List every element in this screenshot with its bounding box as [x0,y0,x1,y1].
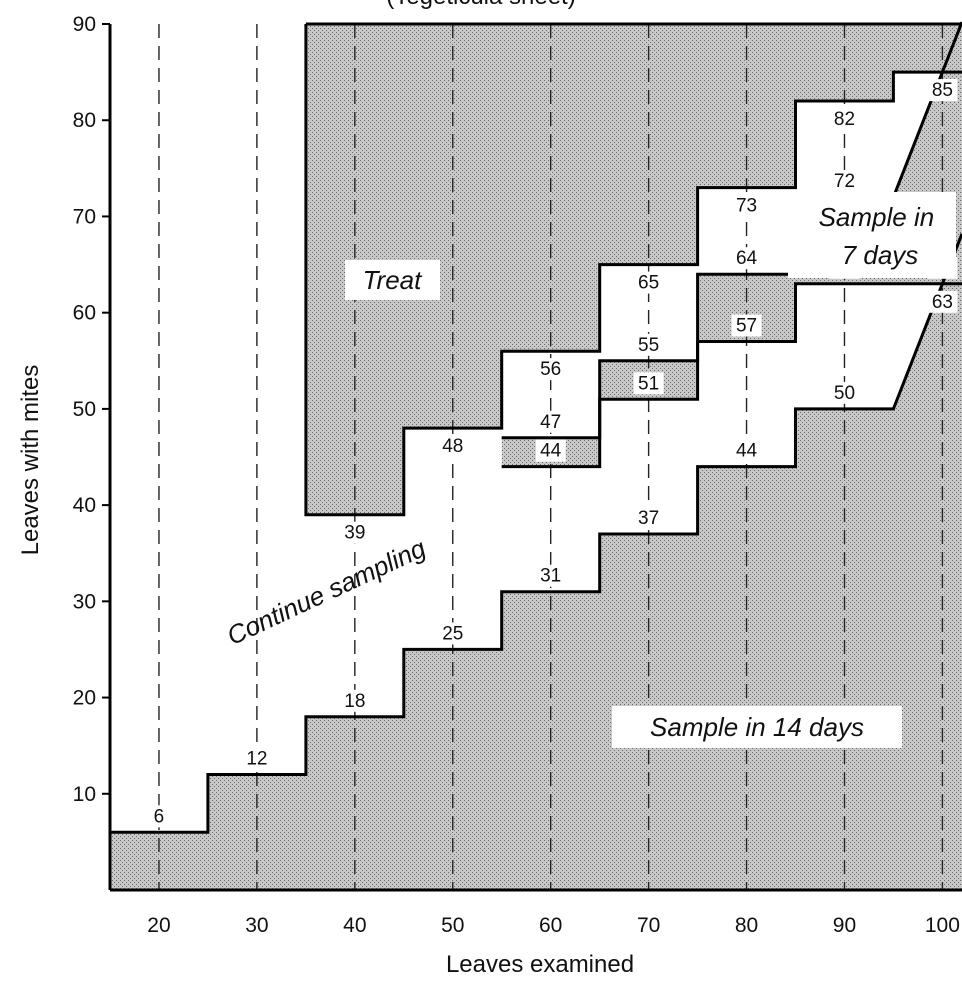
value-label: 63 [932,292,953,313]
value-label: 25 [442,623,463,644]
x-tick-label: 70 [637,914,660,937]
y-tick-label: 10 [73,783,96,806]
x-tick-label: 80 [735,914,758,937]
value-label: 44 [736,441,758,462]
chart-title: (Tegeticula sheet) [386,0,575,10]
value-label-bg [535,439,566,462]
value-label: 12 [246,749,267,770]
value-label: 57 [736,316,757,337]
x-tick-label: 30 [245,914,268,937]
y-tick-label: 60 [73,302,96,325]
value-label: 65 [638,273,659,294]
label-treat: Treat [363,265,424,295]
y-tick-label: 90 [73,13,96,36]
value-label-bg [535,564,566,587]
boundary-7day-upper [501,21,962,440]
y-tick-label: 40 [73,494,96,517]
value-label-bg [633,271,664,294]
value-label-bg [927,79,958,102]
x-axis-ticks: 20 30 40 50 60 70 80 90 100 [147,914,960,937]
value-label-bg [339,521,370,544]
boundary-lower [110,233,962,834]
value-label: 31 [540,566,561,587]
value-label-bg [241,747,272,770]
value-label: 55 [638,335,659,356]
value-label: 73 [736,196,757,217]
value-label-bg [829,107,860,130]
value-label-bg [731,247,762,270]
vertical-gridlines [158,24,944,890]
value-label-bg [731,194,762,217]
value-label-bg [437,622,468,645]
axes [108,24,962,892]
value-label: 37 [638,508,659,529]
value-label-bg [829,170,860,193]
value-label-bg [437,435,468,458]
value-label: 85 [932,80,953,101]
y-tick-label: 70 [73,205,96,228]
label-bg-7days [788,192,956,278]
value-label: 72 [834,171,855,192]
label-sample-7-days-line2: 7 days [842,240,919,270]
value-label-bg [535,410,566,433]
y-tick-label: 30 [73,590,96,613]
label-sample-7-days-line1: Sample in [819,202,935,232]
value-label: 50 [834,383,855,404]
x-axis-label: Leaves examined [446,951,634,978]
y-tick-label: 20 [73,687,96,710]
value-label-bg [143,805,174,828]
value-label: 6 [154,806,165,827]
value-label: 64 [736,248,758,269]
value-label-bg [731,439,762,462]
boundary-lines [110,21,962,834]
value-label-bg [535,358,566,381]
label-bg-treat [345,260,440,300]
label-sample-14-days: Sample in 14 days [650,712,864,742]
value-label: 44 [540,441,562,462]
value-label-bg [633,372,664,395]
y-axis-ticks: 10 20 30 40 50 60 70 80 90 [73,13,110,806]
value-label: 47 [540,412,561,433]
value-label: 48 [442,436,463,457]
value-label-bg [927,290,958,313]
value-label-bg [339,689,370,712]
y-axis-label: Leaves with mites [17,365,44,556]
label-bg-14days [612,706,902,748]
label-sample-7-days: Sample in 7 days [819,202,942,270]
value-label: 18 [344,691,365,712]
value-label-bg [633,333,664,356]
x-tick-label: 100 [925,914,960,937]
region-treat [305,24,962,515]
x-tick-label: 20 [147,914,170,937]
boundary-upper [304,24,962,517]
value-label: 56 [540,359,561,380]
x-tick-label: 90 [833,914,856,937]
x-tick-label: 60 [539,914,562,937]
x-tick-label: 50 [441,914,464,937]
value-label: 39 [344,523,365,544]
value-label-bg [829,381,860,404]
y-tick-label: 50 [73,398,96,421]
value-label-bg [731,314,762,337]
value-label-bg [633,506,664,529]
x-tick-label: 40 [343,914,366,937]
label-continue-sampling: Continue sampling [222,533,430,651]
value-label: 82 [834,109,855,130]
y-tick-label: 80 [73,109,96,132]
value-label: 51 [638,373,659,394]
